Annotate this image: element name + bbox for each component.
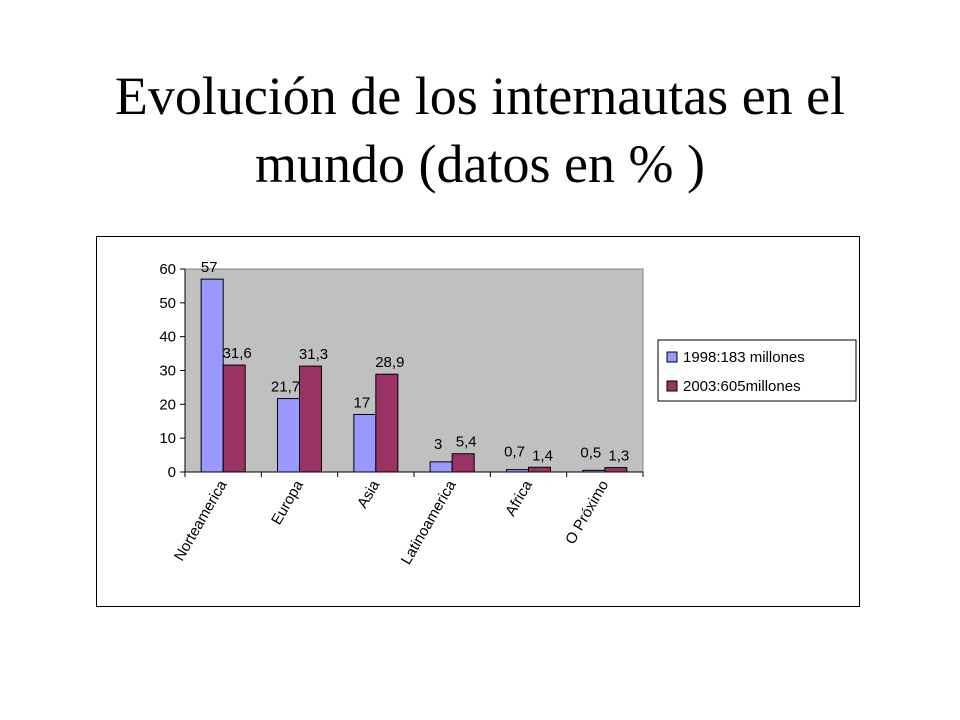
- y-tick-label: 30: [159, 363, 176, 380]
- bar: [506, 469, 529, 473]
- legend-entry: 1998:183 millones: [683, 349, 805, 366]
- data-label: 31,6: [223, 345, 252, 362]
- bar: [222, 364, 246, 473]
- data-label: 0,5: [580, 444, 601, 461]
- x-tick-label: Norteamerica: [171, 477, 231, 564]
- y-tick-label: 40: [159, 329, 176, 346]
- data-label: 3: [434, 436, 442, 453]
- x-tick-label: Europa: [268, 477, 307, 528]
- x-tick-label: Latinoamerica: [398, 477, 460, 568]
- bar: [375, 373, 399, 473]
- x-tick-label: Africa: [502, 477, 536, 519]
- bar: [451, 453, 475, 473]
- bar: [277, 398, 300, 473]
- data-label: 28,9: [375, 354, 404, 371]
- legend-swatch: [666, 351, 678, 363]
- y-tick-label: 50: [159, 295, 176, 312]
- data-label: 17: [353, 394, 370, 411]
- data-label: 21,7: [271, 379, 300, 396]
- bar: [299, 365, 322, 473]
- bar: [353, 413, 377, 473]
- bar: [604, 467, 628, 473]
- slide-title-line-2: mundo (datos en % ): [255, 134, 705, 194]
- bar: [429, 461, 453, 473]
- x-tick-label: O Próximo: [562, 478, 612, 548]
- y-tick-label: 0: [168, 464, 176, 481]
- plot-area: [184, 268, 644, 473]
- data-label: 1,3: [608, 448, 629, 465]
- chart-frame: 0 10 20 30 40 50 60 57 31,6 Norteamerica 21,7 31,3 E…: [96, 236, 860, 607]
- slide-title-line-1: Evolución de los internautas en el: [114, 66, 846, 126]
- legend-swatch: [666, 380, 678, 392]
- bar: [582, 469, 606, 473]
- bar: [528, 466, 551, 473]
- y-tick-label: 10: [159, 430, 176, 447]
- data-label: 57: [201, 259, 218, 276]
- legend: [657, 339, 857, 402]
- data-label: 1,4: [532, 447, 553, 464]
- legend-entry: 2003:605millones: [683, 378, 801, 395]
- bar: [200, 278, 224, 473]
- data-label: 5,4: [456, 434, 477, 451]
- y-tick-label: 20: [159, 396, 176, 413]
- data-label: 0,7: [504, 444, 525, 461]
- x-tick-label: Asia: [354, 477, 384, 511]
- data-label: 31,3: [299, 346, 328, 363]
- slide-title: Evolución de los internautas en el mundo…: [0, 62, 960, 198]
- y-tick-label: 60: [159, 261, 176, 278]
